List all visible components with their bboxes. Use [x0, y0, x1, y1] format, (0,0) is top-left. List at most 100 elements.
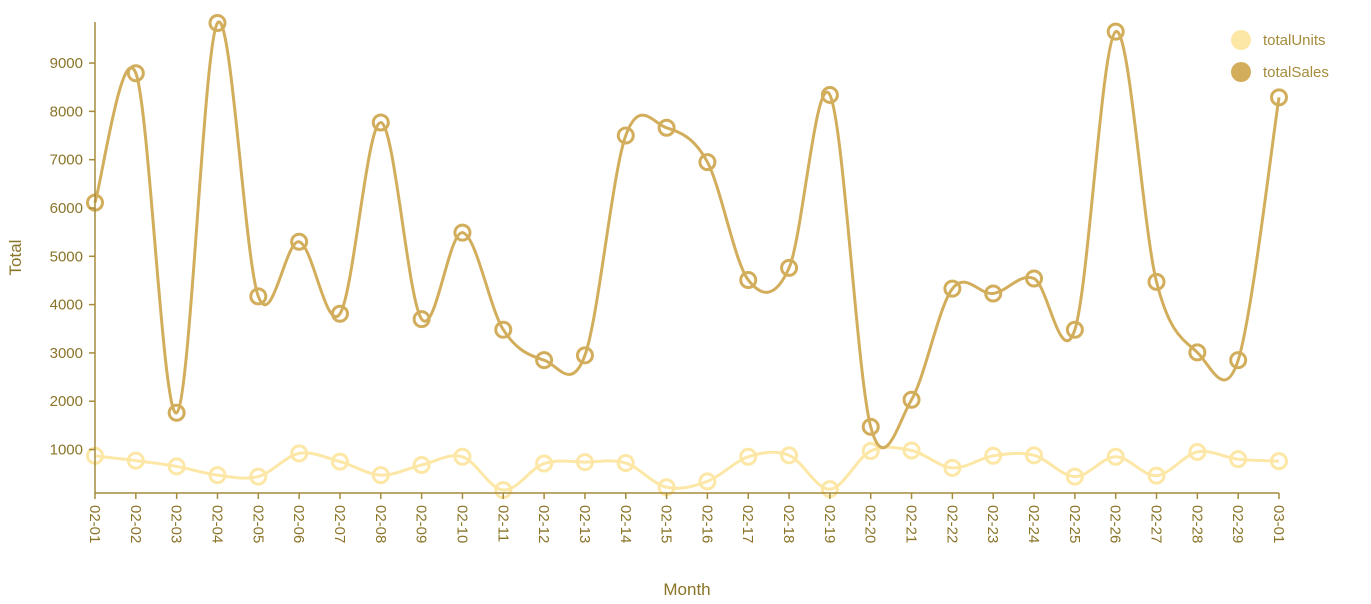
x-tick-label: 02-23	[984, 505, 1001, 543]
y-tick-label: 8000	[50, 103, 83, 120]
legend-item-totalSales[interactable]: totalSales	[1231, 62, 1329, 82]
data-point-totalUnits[interactable]	[861, 441, 880, 460]
data-point-totalSales[interactable]	[1065, 320, 1084, 339]
x-tick-label: 02-29	[1229, 505, 1246, 543]
y-tick-label: 5000	[50, 248, 83, 265]
y-axis-title: Total	[6, 240, 25, 276]
y-tick-label: 3000	[50, 345, 83, 362]
x-tick-label: 02-26	[1107, 505, 1124, 543]
data-point-totalUnits[interactable]	[698, 472, 717, 491]
x-tick-label: 02-24	[1025, 505, 1042, 543]
x-tick-label: 02-02	[127, 505, 144, 543]
x-tick-label: 02-11	[494, 505, 511, 542]
x-tick-label: 02-10	[453, 505, 470, 543]
y-tick-label: 4000	[50, 297, 83, 314]
x-tick-label: 02-22	[943, 505, 960, 543]
data-point-totalSales[interactable]	[167, 403, 186, 422]
x-tick-label: 02-17	[739, 505, 756, 543]
data-point-totalSales[interactable]	[535, 351, 554, 370]
data-point-totalUnits[interactable]	[1188, 442, 1207, 461]
data-point-totalUnits[interactable]	[1025, 446, 1044, 465]
data-point-totalUnits[interactable]	[575, 453, 594, 472]
y-tick-label: 7000	[50, 152, 83, 169]
x-tick-label: 02-01	[86, 505, 103, 543]
data-point-totalUnits[interactable]	[290, 444, 309, 463]
x-tick-label: 02-14	[617, 505, 634, 543]
data-point-totalUnits[interactable]	[943, 458, 962, 477]
y-tick-label: 6000	[50, 200, 83, 217]
data-point-totalSales[interactable]	[984, 284, 1003, 303]
data-point-totalUnits[interactable]	[984, 446, 1003, 465]
series-totalSales	[86, 13, 1288, 450]
data-point-totalSales[interactable]	[657, 118, 676, 137]
x-tick-label: 02-12	[535, 505, 552, 543]
data-point-totalSales[interactable]	[902, 390, 921, 409]
data-point-totalUnits[interactable]	[1147, 466, 1166, 485]
x-tick-label: 02-20	[862, 505, 879, 543]
x-tick-label: 02-08	[372, 505, 389, 543]
data-point-totalUnits[interactable]	[126, 451, 145, 470]
y-tick-label: 2000	[50, 393, 83, 410]
x-tick-label: 02-13	[576, 505, 593, 543]
x-tick-label: 02-27	[1148, 505, 1165, 543]
x-tick-label: 02-25	[1066, 505, 1083, 543]
x-tick-label: 02-03	[168, 505, 185, 543]
legend-swatch	[1231, 30, 1251, 50]
data-point-totalSales[interactable]	[453, 223, 472, 242]
data-point-totalUnits[interactable]	[412, 455, 431, 474]
data-point-totalUnits[interactable]	[1065, 467, 1084, 486]
x-tick-label: 02-05	[249, 505, 266, 543]
series-line-totalSales	[93, 20, 1281, 450]
y-tick-label: 9000	[50, 55, 83, 72]
data-point-totalSales[interactable]	[371, 113, 390, 132]
data-point-totalSales[interactable]	[249, 287, 268, 306]
ticks-layer: 1000 2000 3000 4000 5000 6000 7000 8000 9000 02-0…	[50, 55, 1287, 543]
data-point-totalSales[interactable]	[780, 258, 799, 277]
data-point-totalUnits[interactable]	[330, 452, 349, 471]
x-tick-label: 03-01	[1270, 505, 1287, 543]
data-point-totalSales[interactable]	[616, 126, 635, 145]
data-point-totalSales[interactable]	[1147, 272, 1166, 291]
x-tick-label: 02-07	[331, 505, 348, 543]
data-point-totalUnits[interactable]	[371, 466, 390, 485]
legend-label: totalSales	[1263, 64, 1329, 81]
data-point-totalSales[interactable]	[698, 153, 717, 172]
data-point-totalUnits[interactable]	[167, 457, 186, 476]
data-point-totalSales[interactable]	[820, 85, 839, 104]
data-point-totalSales[interactable]	[290, 232, 309, 251]
data-point-totalUnits[interactable]	[616, 454, 635, 473]
data-point-totalSales[interactable]	[739, 270, 758, 289]
data-point-totalSales[interactable]	[575, 346, 594, 365]
legend-item-totalUnits[interactable]: totalUnits	[1231, 30, 1326, 50]
data-point-totalSales[interactable]	[1106, 22, 1125, 41]
x-tick-label: 02-06	[290, 505, 307, 543]
data-point-totalSales[interactable]	[1188, 343, 1207, 362]
data-point-totalUnits[interactable]	[780, 446, 799, 465]
x-axis-title: Month	[663, 580, 710, 599]
data-point-totalUnits[interactable]	[249, 467, 268, 486]
data-point-totalUnits[interactable]	[1270, 452, 1288, 471]
data-point-totalSales[interactable]	[1229, 351, 1248, 370]
x-tick-label: 02-04	[208, 505, 225, 543]
data-point-totalSales[interactable]	[412, 310, 431, 329]
data-point-totalSales[interactable]	[208, 13, 227, 32]
legend-swatch	[1231, 62, 1251, 82]
data-point-totalSales[interactable]	[1270, 88, 1288, 107]
data-point-totalUnits[interactable]	[1106, 447, 1125, 466]
x-tick-label: 02-09	[413, 505, 430, 543]
data-point-totalUnits[interactable]	[453, 447, 472, 466]
data-point-totalSales[interactable]	[861, 417, 880, 436]
data-point-totalUnits[interactable]	[902, 441, 921, 460]
data-point-totalUnits[interactable]	[535, 454, 554, 473]
x-tick-label: 02-19	[821, 505, 838, 543]
data-point-totalSales[interactable]	[330, 304, 349, 323]
data-point-totalSales[interactable]	[943, 279, 962, 298]
data-point-totalUnits[interactable]	[739, 447, 758, 466]
data-point-totalUnits[interactable]	[208, 466, 227, 485]
data-point-totalSales[interactable]	[494, 320, 513, 339]
x-tick-label: 02-21	[903, 505, 920, 543]
axes-layer	[94, 22, 1279, 494]
data-point-totalSales[interactable]	[126, 64, 145, 83]
data-point-totalSales[interactable]	[1025, 269, 1044, 288]
data-point-totalUnits[interactable]	[1229, 450, 1248, 469]
